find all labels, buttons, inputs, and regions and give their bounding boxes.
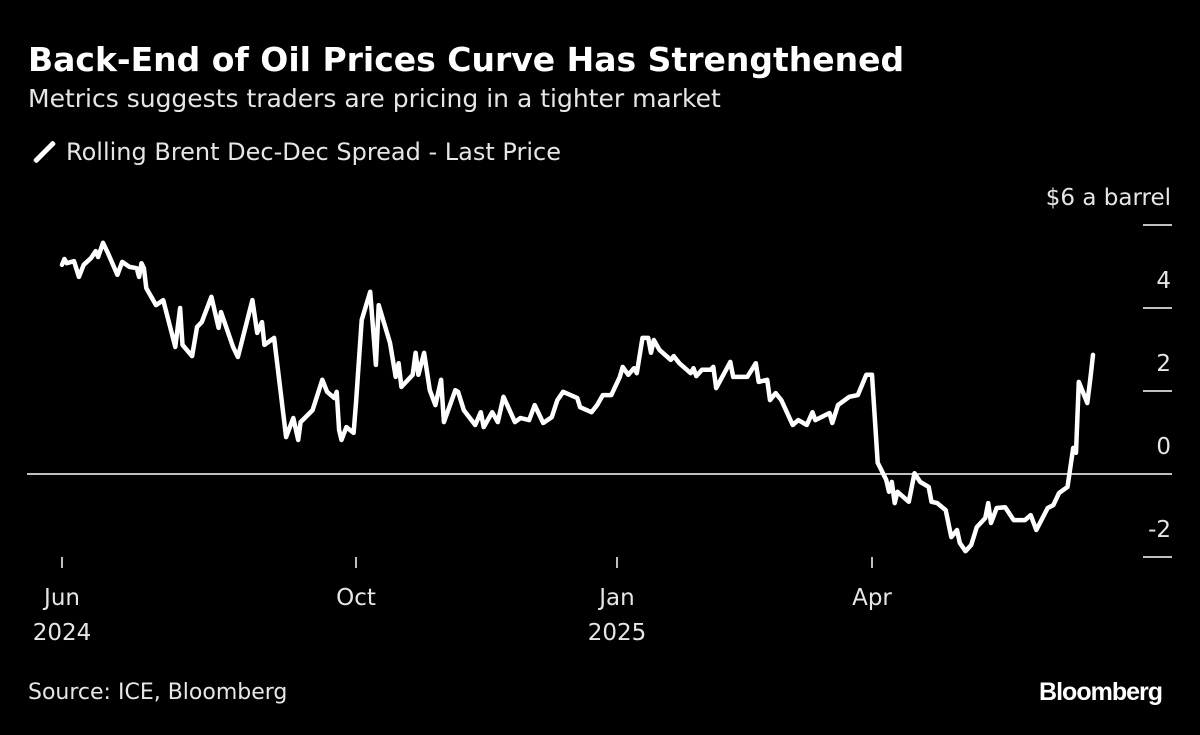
x-tick-year-label: 2024 xyxy=(33,620,92,646)
y-tick-label: 2 xyxy=(1156,351,1171,377)
chart-subtitle: Metrics suggests traders are pricing in … xyxy=(28,84,721,113)
y-tick-label: $6 a barrel xyxy=(1046,185,1171,211)
x-tick-label: Jun xyxy=(42,585,80,611)
legend-label: Rolling Brent Dec-Dec Spread - Last Pric… xyxy=(66,138,561,166)
x-tick-label: Oct xyxy=(336,585,376,611)
y-axis: $6 a barrel 4 2 0 -2 xyxy=(1046,185,1172,558)
x-axis: Jun 2024 Oct Jan 2025 Apr xyxy=(33,557,892,646)
chart-title: Back-End of Oil Prices Curve Has Strengt… xyxy=(28,40,905,79)
legend: Rolling Brent Dec-Dec Spread - Last Pric… xyxy=(32,138,561,166)
series-line-brent-spread xyxy=(59,240,1096,554)
x-tick-label: Apr xyxy=(852,585,892,611)
y-tick-label: 0 xyxy=(1156,434,1171,460)
y-tick-label: -2 xyxy=(1148,517,1171,543)
y-tick-label: 4 xyxy=(1156,268,1171,294)
x-tick-label: Jan xyxy=(597,585,634,611)
source-note: Source: ICE, Bloomberg xyxy=(28,680,288,705)
x-tick-year-label: 2025 xyxy=(588,620,647,646)
bloomberg-logo: Bloomberg xyxy=(1039,678,1163,706)
